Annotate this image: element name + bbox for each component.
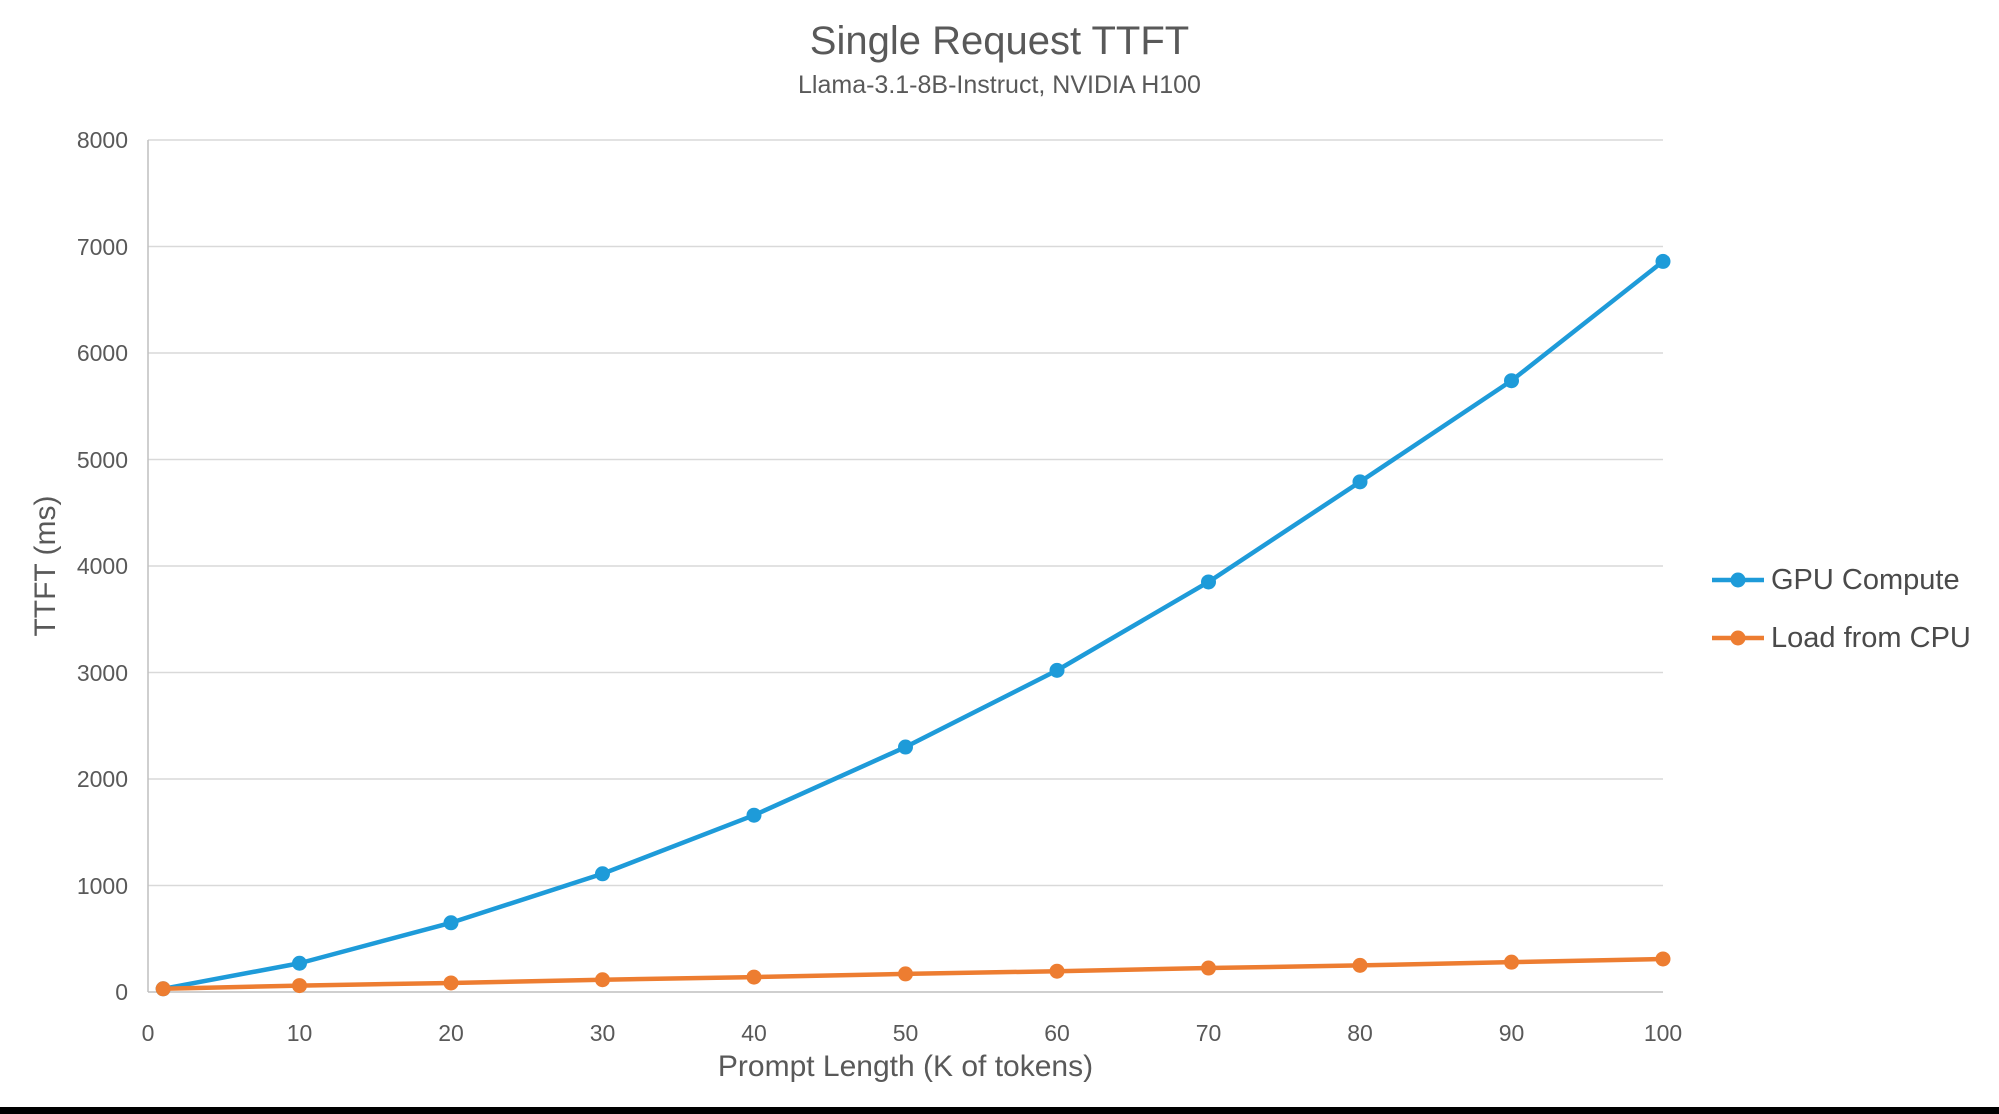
y-axis-title: TTFT (ms) (29, 495, 62, 637)
data-point-marker-load-from-cpu (1655, 951, 1671, 967)
x-axis-title: Prompt Length (K of tokens) (717, 1050, 1094, 1083)
bottom-border-bar (0, 1107, 1999, 1114)
chart-title: Single Request TTFT (809, 19, 1190, 63)
y-tick-label: 6000 (76, 340, 128, 366)
x-tick-label: 20 (438, 1020, 464, 1046)
data-point-marker-load-from-cpu (292, 978, 307, 994)
x-tick-label: 70 (1195, 1020, 1222, 1046)
y-tick-label: 3000 (76, 659, 128, 686)
data-point-marker-load-from-cpu (746, 969, 762, 985)
legend: GPU Compute Load from CPU (1712, 560, 1971, 676)
data-point-marker-gpu-compute (292, 955, 307, 971)
y-tick-label: 5000 (76, 446, 128, 473)
legend-item-load-from-cpu: Load from CPU (1712, 618, 1971, 658)
y-tick-label: 7000 (76, 233, 128, 260)
data-point-marker-gpu-compute (443, 915, 459, 931)
legend-label-gpu-compute: GPU Compute (1771, 563, 1960, 596)
data-point-marker-gpu-compute (1352, 474, 1368, 490)
data-point-marker-load-from-cpu (1504, 954, 1519, 970)
y-tick-label: 0 (115, 979, 128, 1005)
y-tick-label: 1000 (76, 872, 128, 899)
data-point-marker-gpu-compute (898, 739, 913, 755)
data-point-marker-gpu-compute (1049, 662, 1065, 678)
data-point-marker-gpu-compute (1201, 574, 1216, 590)
data-point-marker-gpu-compute (1655, 253, 1671, 269)
line-marker-icon (1712, 630, 1764, 646)
x-tick-label: 80 (1347, 1020, 1373, 1046)
data-point-marker-load-from-cpu (1352, 957, 1368, 973)
data-point-marker-gpu-compute (1504, 373, 1519, 389)
x-tick-label: 10 (286, 1020, 313, 1046)
data-point-marker-load-from-cpu (443, 975, 459, 991)
x-tick-label: 60 (1044, 1020, 1070, 1046)
data-point-marker-load-from-cpu (898, 966, 913, 982)
y-tick-label: 4000 (76, 553, 128, 579)
data-point-marker-load-from-cpu (595, 972, 610, 988)
data-point-marker-gpu-compute (595, 866, 610, 882)
chart-subtitle: Llama-3.1-8B-Instruct, NVIDIA H100 (798, 71, 1201, 99)
y-tick-label: 8000 (76, 127, 128, 153)
data-point-marker-load-from-cpu (1049, 963, 1065, 979)
series-line-gpu-compute (160, 259, 1666, 992)
legend-label-load-from-cpu: Load from CPU (1771, 621, 1971, 654)
data-point-marker-load-from-cpu (155, 981, 171, 997)
y-tick-label: 2000 (76, 766, 128, 792)
x-tick-label: 90 (1498, 1020, 1525, 1046)
x-tick-label: 100 (1643, 1020, 1683, 1046)
data-point-marker-gpu-compute (746, 807, 762, 823)
data-point-marker-load-from-cpu (1201, 960, 1216, 976)
x-tick-label: 50 (892, 1020, 919, 1046)
line-marker-icon (1712, 572, 1764, 588)
series-line-load-from-cpu (160, 956, 1666, 992)
x-tick-label: 30 (589, 1020, 616, 1046)
x-tick-label: 40 (741, 1020, 767, 1046)
x-tick-label: 0 (141, 1020, 155, 1046)
legend-item-gpu-compute: GPU Compute (1712, 560, 1971, 600)
